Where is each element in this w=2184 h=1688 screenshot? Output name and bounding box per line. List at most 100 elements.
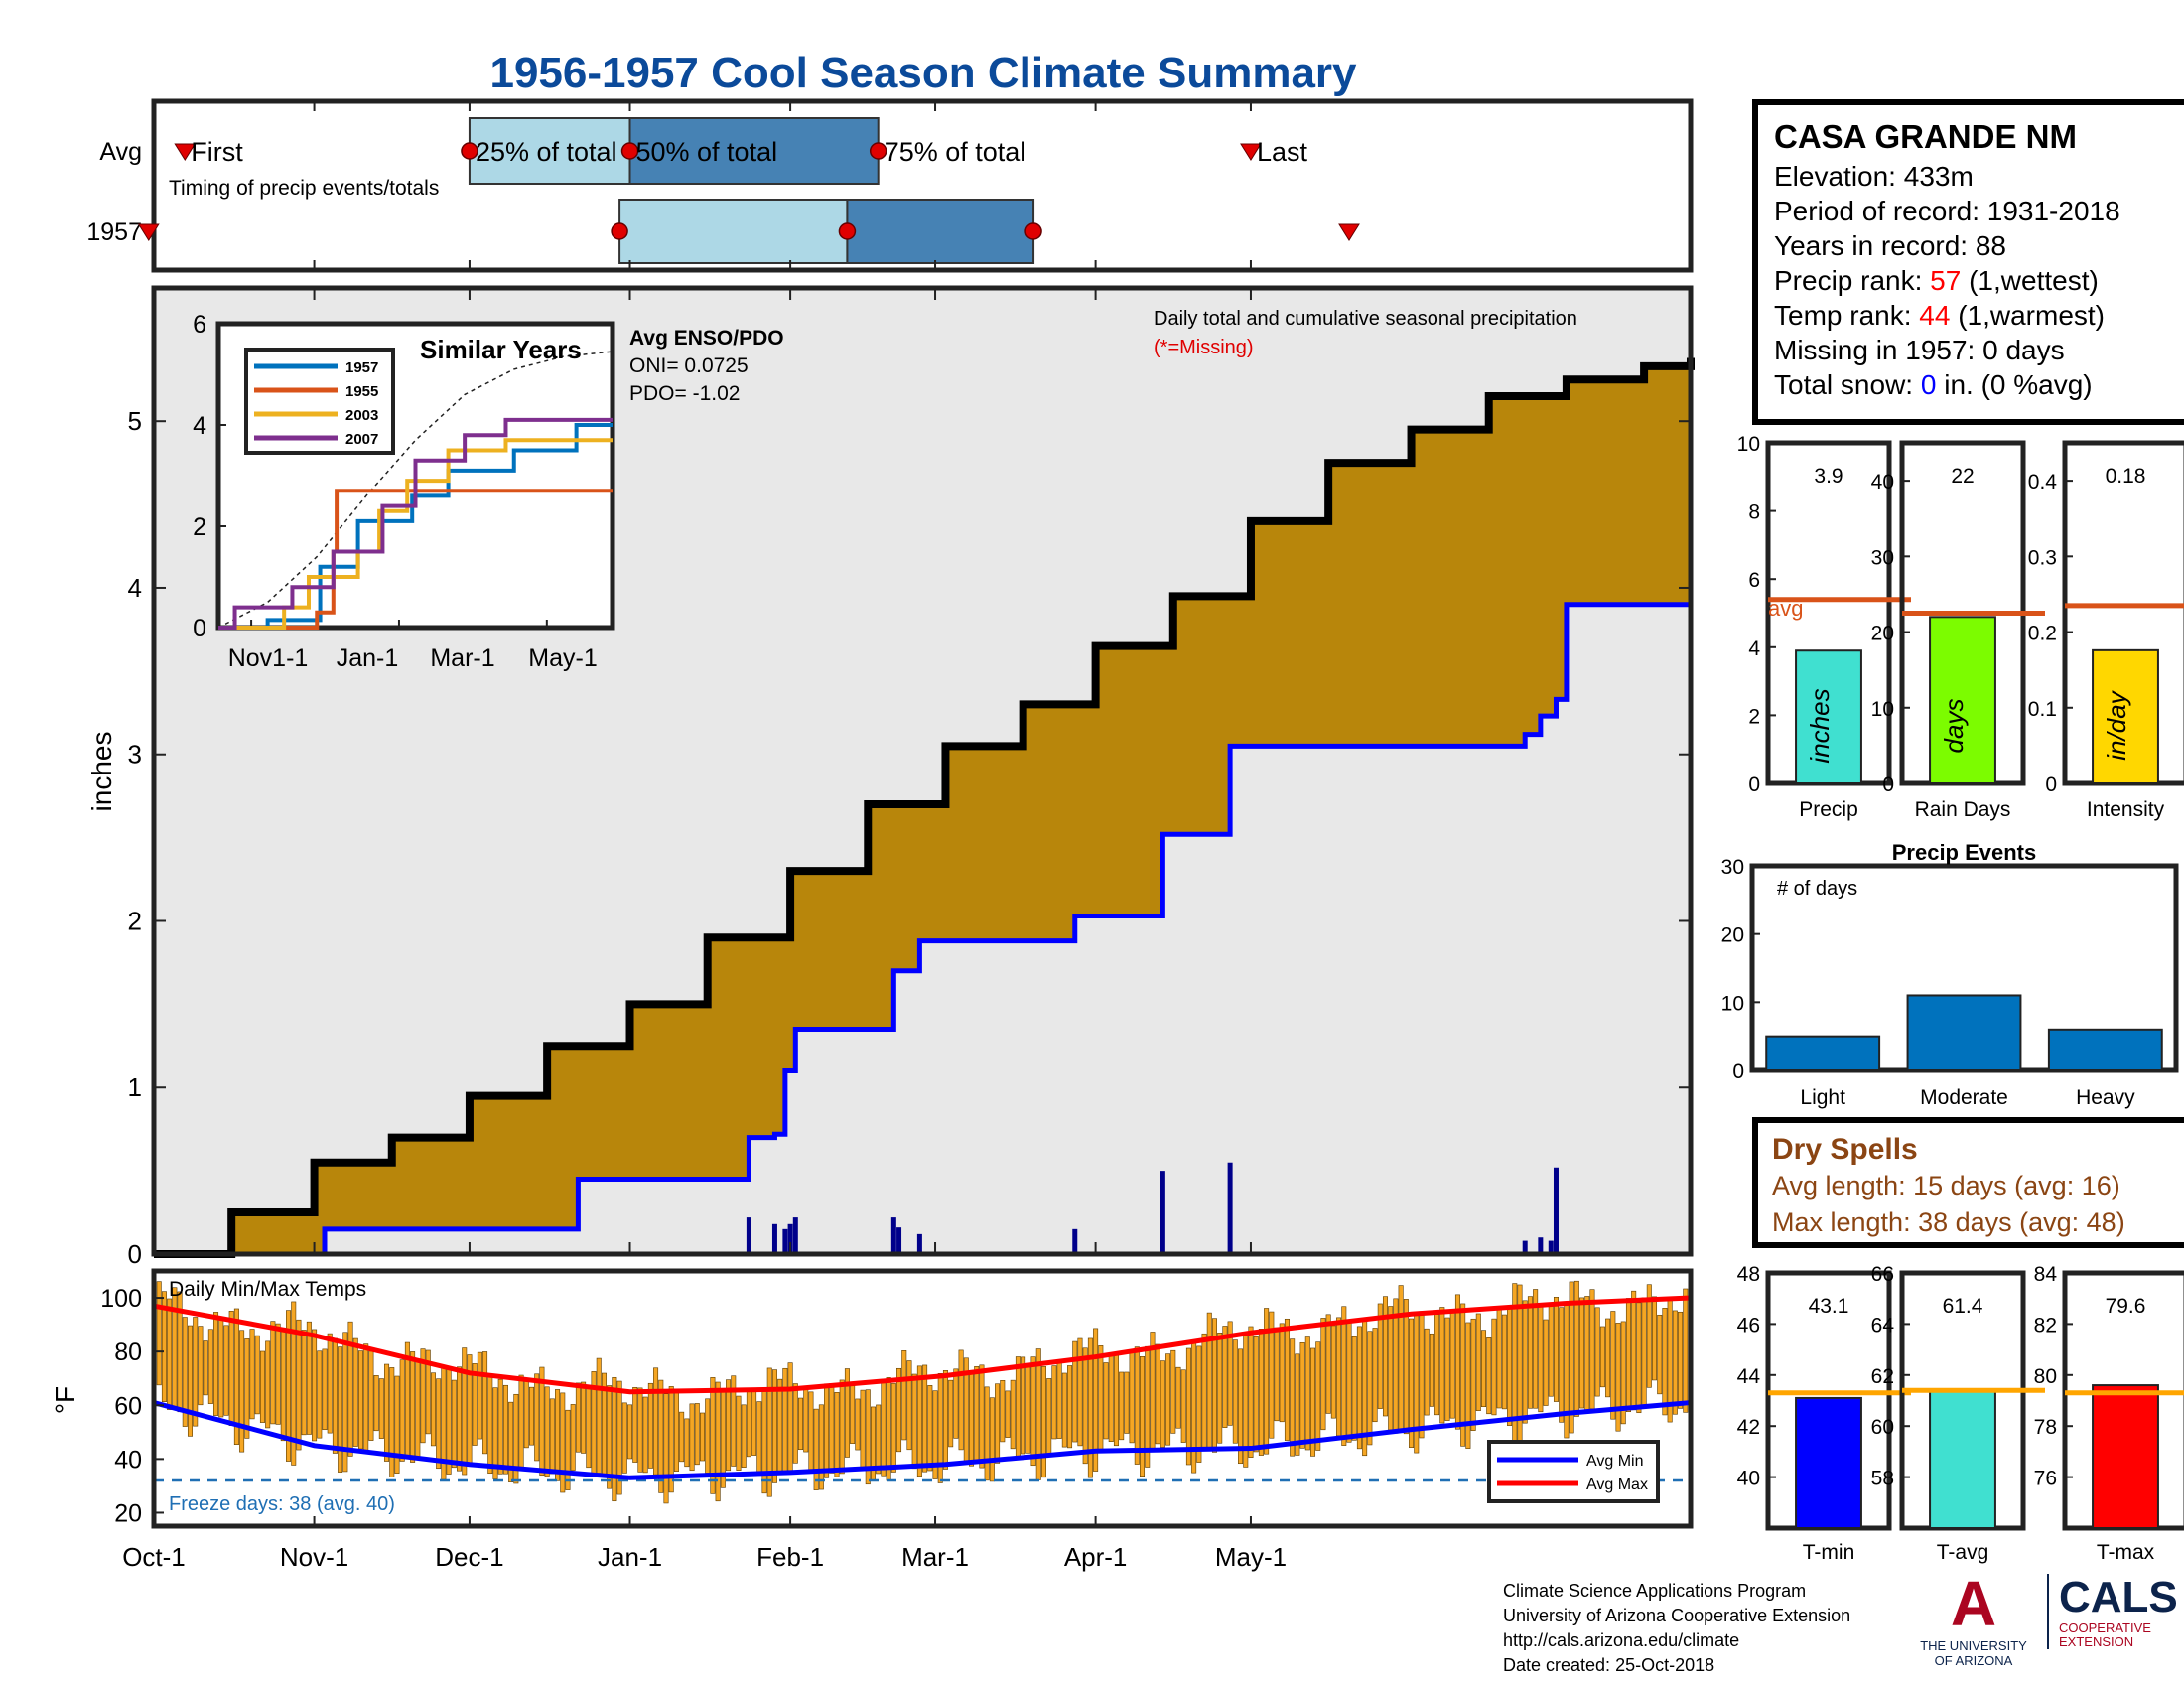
daily-temp-bar xyxy=(296,1319,302,1451)
precip-rank-note: (1,wettest) xyxy=(1961,265,2099,296)
daily-temp-bar xyxy=(1678,1311,1684,1409)
inset-legend-label: 1955 xyxy=(345,383,378,400)
daily-temp-bar xyxy=(218,1319,224,1418)
daily-temp-bar xyxy=(1051,1365,1057,1440)
daily-temp-bar xyxy=(979,1364,985,1469)
timing-label-4: Last xyxy=(1257,137,1308,167)
daily-temp-bar xyxy=(1103,1362,1109,1440)
inset-xtick-label: Nov1-1 xyxy=(228,644,309,672)
daily-temp-bar xyxy=(1460,1303,1466,1447)
daily-temp-bar xyxy=(1398,1285,1404,1430)
daily-temp-bar xyxy=(813,1408,819,1490)
rain_days-value-label: 22 xyxy=(1951,465,1974,488)
credits-line-3: http://cals.arizona.edu/climate xyxy=(1503,1630,1740,1650)
date-axis-label: Oct-1 xyxy=(122,1542,186,1572)
temp-rank-value: 44 xyxy=(1919,300,1951,331)
year-cumulative-precip-line xyxy=(154,602,1694,1257)
daily-temp-bar xyxy=(927,1385,933,1472)
daily-temp-bar xyxy=(1206,1312,1212,1451)
cals-text: CALS xyxy=(2059,1573,2178,1621)
daily-temp-bar xyxy=(932,1390,938,1479)
daily-temp-bar xyxy=(352,1337,358,1447)
daily-temp-bar xyxy=(1232,1339,1238,1444)
daily-temp-bar xyxy=(1005,1390,1011,1438)
daily-temp-bar xyxy=(1299,1341,1305,1449)
daily-temp-bar xyxy=(621,1402,627,1474)
t_max-ytick-label: 78 xyxy=(2034,1416,2057,1439)
legend-avg-min-label: Avg Min xyxy=(1586,1453,1644,1470)
timing-label-2: 50% of total xyxy=(636,137,778,167)
date-axis-label: Feb-1 xyxy=(756,1542,824,1572)
daily-temp-bar xyxy=(1372,1328,1378,1423)
daily-temp-bar xyxy=(1625,1298,1631,1412)
daily-temp-bar xyxy=(942,1370,948,1470)
snow-note: in. (0 %avg) xyxy=(1936,369,2093,400)
daily-temp-bar xyxy=(1134,1346,1140,1465)
daily-temp-bar xyxy=(668,1386,674,1493)
timing-year-percentile-marker-2 xyxy=(1024,222,1042,240)
inset-series-line-2003 xyxy=(218,438,613,630)
daily-temp-bar xyxy=(347,1321,353,1457)
precip-events-category-label: Heavy xyxy=(2076,1086,2135,1109)
daily-temp-bar xyxy=(472,1363,478,1446)
daily-temp-bar xyxy=(1594,1307,1600,1397)
daily-temp-bar xyxy=(890,1383,896,1473)
daily-temp-bar xyxy=(1522,1300,1528,1424)
daily-temp-bar xyxy=(1030,1356,1036,1467)
daily-temp-bar xyxy=(1449,1311,1455,1419)
temp-legend-box xyxy=(1487,1440,1660,1503)
t_max-ytick-label: 84 xyxy=(2034,1263,2058,1286)
precip-ytick-label: 5 xyxy=(128,406,142,436)
intensity-value-label: 0.18 xyxy=(2106,465,2146,488)
daily-temp-bar xyxy=(1185,1347,1191,1466)
daily-temp-bar xyxy=(1196,1345,1202,1463)
timing-avg-box-50-75 xyxy=(628,117,880,185)
daily-temp-bar xyxy=(632,1387,638,1463)
precip-events-ytick-label: 0 xyxy=(1732,1060,1744,1083)
daily-temp-bar xyxy=(1589,1289,1595,1410)
daily-precip-bar xyxy=(746,1217,751,1254)
t_avg-value-bar xyxy=(1929,1389,1996,1529)
daily-temp-bar xyxy=(581,1381,587,1454)
daily-temp-bar xyxy=(193,1317,199,1427)
cals-subtext: COOPERATIVE EXTENSION xyxy=(2059,1620,2151,1649)
precip-rank-line: Precip rank: 57 (1,wettest) xyxy=(1774,263,2184,298)
daily-temp-bar xyxy=(265,1340,271,1429)
daily-temp-bar xyxy=(420,1348,426,1444)
daily-temp-bar xyxy=(487,1375,493,1475)
daily-temp-bar xyxy=(239,1330,245,1453)
daily-temp-bar xyxy=(363,1343,369,1451)
daily-temp-bar xyxy=(855,1398,861,1451)
daily-temp-bar xyxy=(736,1395,742,1472)
t_min-ytick-label: 40 xyxy=(1737,1468,1760,1490)
station-elevation: Elevation: 433m xyxy=(1774,161,1974,192)
daily-temp-bar xyxy=(896,1367,902,1453)
daily-temp-bar xyxy=(1217,1333,1223,1444)
daily-temp-bar xyxy=(787,1362,793,1474)
t_max-ytick-label: 76 xyxy=(2034,1468,2057,1490)
daily-precip-bar xyxy=(1548,1240,1554,1254)
timing-year-first-marker xyxy=(137,223,160,241)
timing-label-3: 75% of total xyxy=(885,137,1026,167)
daily-temp-bar xyxy=(1290,1338,1296,1457)
daily-temp-bar xyxy=(1615,1323,1621,1432)
timing-avg-last-marker xyxy=(1240,143,1262,161)
timing-year-box-25-50 xyxy=(618,199,849,264)
daily-temp-bar xyxy=(1035,1348,1041,1480)
daily-temp-bar xyxy=(777,1378,783,1472)
daily-temp-bar xyxy=(1564,1303,1570,1439)
daily-temp-bar xyxy=(482,1351,488,1455)
rain_days-xlabel: Rain Days xyxy=(1915,798,2011,821)
daily-temp-bar xyxy=(1165,1353,1171,1446)
temp-panel-frame xyxy=(151,1268,1694,1529)
daily-temp-bar xyxy=(881,1382,887,1477)
daily-temp-bar xyxy=(1486,1337,1492,1415)
rain_days-bar-label: days xyxy=(1939,699,1969,754)
daily-temp-bar xyxy=(1419,1311,1425,1439)
intensity-ytick-label: 0.2 xyxy=(2028,623,2057,645)
daily-temp-bar xyxy=(1269,1311,1275,1439)
daily-temp-bar xyxy=(679,1411,685,1463)
precip-ytick-label: 2 xyxy=(128,906,142,935)
daily-temp-bar xyxy=(1553,1297,1559,1402)
daily-temp-bar xyxy=(1548,1306,1554,1397)
